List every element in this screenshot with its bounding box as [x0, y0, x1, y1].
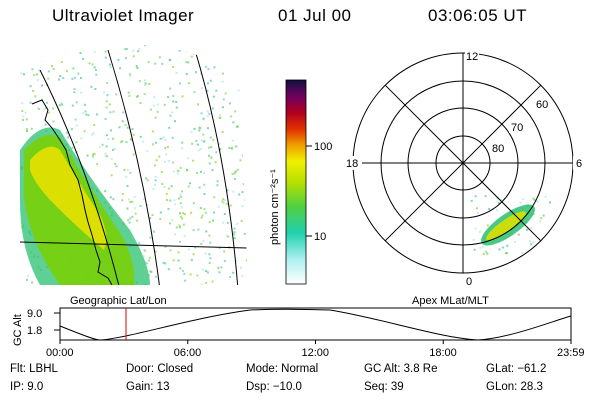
- lon-line-1: [39, 69, 121, 285]
- aurora-core: [30, 146, 107, 250]
- mlt-label-6: 6: [576, 158, 582, 170]
- lon-line-3: [194, 49, 239, 285]
- timeline-x-ticks: 00:00 06:00 12:00 18:00 23:59: [46, 340, 585, 359]
- timeline-xtick: 23:59: [557, 347, 585, 359]
- timeline-ytick-9: 9.0: [27, 308, 42, 320]
- info-mode: Mode: Normal: [246, 363, 319, 375]
- timeline-xtick: 00:00: [46, 347, 74, 359]
- altitude-curve: [59, 308, 572, 341]
- colorbar-label: photon cm⁻²s⁻¹: [269, 169, 281, 245]
- info-ip: IP: 9.0: [10, 381, 44, 393]
- mlt-label-0: 0: [466, 276, 472, 288]
- date-label: 01 Jul 00: [278, 6, 352, 25]
- geographic-image: [20, 44, 248, 285]
- info-dsp: Dsp: −10.0: [246, 381, 302, 393]
- lat-line-1: [20, 241, 248, 249]
- time-label: 03:06:05 UT: [428, 6, 528, 25]
- timeline-ylabel: GC Alt: [12, 314, 24, 346]
- mlt-label-18: 18: [346, 158, 358, 170]
- colorbar-tick-100: 100: [314, 141, 332, 153]
- speckle-noise: [20, 44, 248, 285]
- left-panel-label: Geographic Lat/Lon: [70, 295, 167, 307]
- mlt-label-12: 12: [466, 51, 478, 63]
- info-glon: GLon: 28.3: [486, 381, 543, 393]
- info-glat: GLat: −61.2: [486, 363, 547, 375]
- polar-aurora-core: [486, 211, 526, 241]
- polar-plot: 12 18 6 0 60 70 80: [344, 50, 585, 288]
- timeline-xtick: 06:00: [174, 347, 202, 359]
- info-seq: Seq: 39: [364, 381, 404, 393]
- info-door: Door: Closed: [126, 363, 194, 375]
- coastline: [31, 99, 113, 285]
- timeline-xtick: 18:00: [429, 347, 457, 359]
- colorbar: [285, 79, 307, 285]
- colorbar-tick-10: 10: [314, 231, 326, 243]
- orbit-timeline: 00:00 06:00 12:00 18:00 23:59 9.0 1.8 GC Alt: [12, 307, 585, 359]
- app-title: Ultraviolet Imager: [52, 6, 195, 25]
- lon-line-2: [107, 49, 161, 285]
- timeline-ytick-1: 1.8: [27, 325, 42, 337]
- mlat-label-60: 60: [536, 99, 548, 111]
- mlat-label-80: 80: [492, 143, 504, 155]
- info-gcalt: GC Alt: 3.8 Re: [364, 363, 438, 375]
- right-panel-label: Apex MLat/MLT: [412, 295, 489, 307]
- info-flt: Flt: LBHL: [10, 363, 58, 375]
- info-gain: Gain: 13: [126, 381, 170, 393]
- timeline-xtick: 12:00: [302, 347, 330, 359]
- mlat-label-70: 70: [511, 122, 523, 134]
